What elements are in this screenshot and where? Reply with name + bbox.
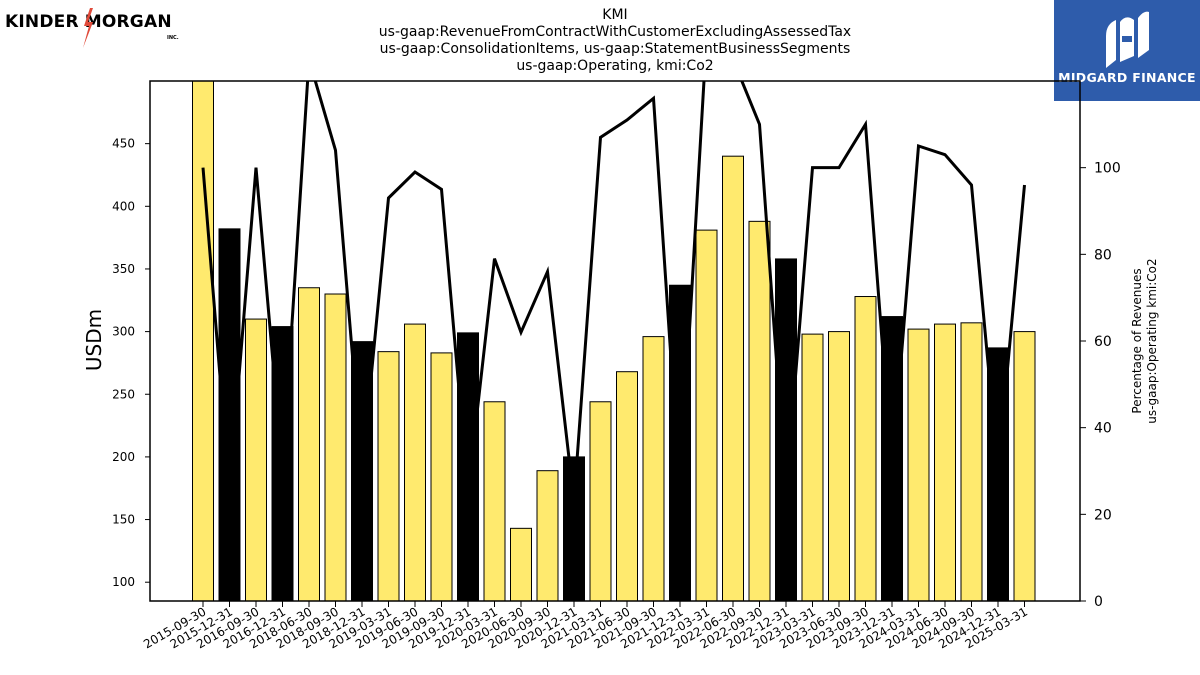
y2-axis-label-line-1: Percentage of Revenues (1130, 268, 1144, 413)
title-line-4: us-gaap:Operating, kmi:Co2 (516, 58, 714, 74)
title-line-2: us-gaap:RevenueFromContractWithCustomerE… (378, 24, 852, 40)
y2-axis-label-line-2: us-gaap:Operating kmi:Co2 (1145, 258, 1159, 423)
bar (589, 401, 612, 601)
bar (192, 81, 214, 601)
bar (669, 284, 691, 601)
bar (828, 331, 850, 601)
bar (430, 352, 453, 601)
bar (563, 456, 585, 601)
bar (510, 527, 532, 601)
kinder-morgan-logo: KINDER MORGAN INC. (5, 8, 185, 48)
percentage-line (201, 81, 1026, 502)
bar (616, 371, 638, 601)
bar (298, 287, 320, 601)
bar (907, 328, 930, 601)
lightning-bolt-icon (83, 8, 93, 48)
bars-layer (192, 81, 1036, 601)
y-tick-label: 300 (112, 325, 135, 339)
y2-tick-label: 80 (1094, 247, 1112, 263)
bar (801, 333, 824, 601)
bar (960, 322, 983, 601)
y2-tick-label: 60 (1094, 334, 1112, 350)
bar (245, 318, 267, 601)
bar (695, 229, 718, 601)
y-tick-label: 400 (112, 199, 135, 213)
y-tick-label: 100 (112, 575, 135, 589)
bar (934, 323, 956, 601)
midgard-emblem-icon (1106, 11, 1149, 68)
y-tick-label: 200 (112, 450, 135, 464)
logo-wordmark: KINDER MORGAN (5, 12, 172, 32)
y-tick-label: 250 (112, 387, 135, 401)
bar (457, 332, 479, 601)
y2-tick-label: 40 (1094, 421, 1112, 437)
bar (1013, 331, 1036, 601)
logo-suffix: INC. (167, 35, 179, 41)
y-tick-label: 150 (112, 513, 135, 527)
chart-title: KMI us-gaap:RevenueFromContractWithCusto… (300, 7, 930, 75)
line-layer (201, 81, 1026, 502)
bar (748, 220, 771, 601)
bar (775, 258, 797, 601)
bar (642, 336, 665, 601)
y-axis-label: USDm (82, 309, 106, 371)
y-tick-label: 450 (112, 137, 135, 151)
y2-tick-label: 20 (1094, 507, 1112, 523)
bar (404, 323, 426, 601)
bar (218, 228, 241, 601)
title-line-3: us-gaap:ConsolidationItems, us-gaap:Stat… (379, 41, 851, 57)
bar (324, 293, 347, 601)
bar (854, 296, 877, 601)
y2-tick-label: 0 (1094, 594, 1103, 610)
bar (536, 470, 559, 601)
midgard-brand-text: MIDGARD FINANCE (1058, 70, 1196, 85)
title-line-1: KMI (602, 7, 628, 23)
bar (377, 351, 400, 601)
midgard-finance-logo: MIDGARD FINANCE (1054, 0, 1200, 101)
bar (722, 155, 744, 601)
y2-tick-label: 100 (1094, 161, 1121, 177)
y-tick-label: 350 (112, 262, 135, 276)
bar (483, 401, 506, 601)
